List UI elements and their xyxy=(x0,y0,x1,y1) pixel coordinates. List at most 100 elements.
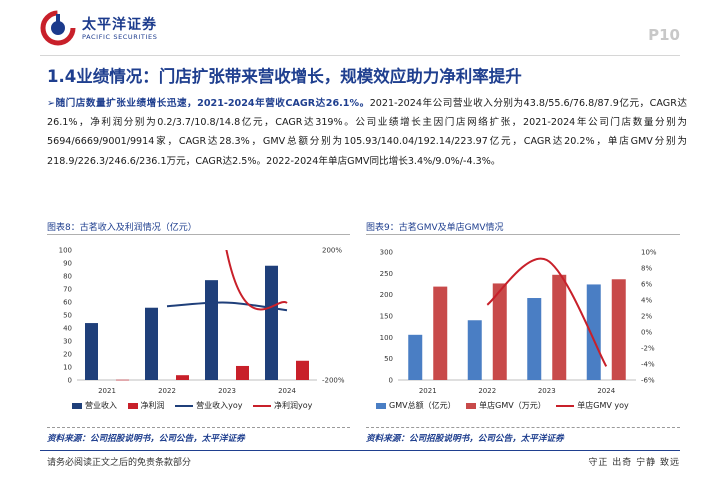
y-tick-label: 50 xyxy=(63,312,72,320)
bar-gmv-total xyxy=(408,334,423,380)
bar-store-gmv xyxy=(611,279,626,380)
legend-store-gmv-yoy: 单店GMV yoy xyxy=(556,400,629,411)
figure-8-title-rule xyxy=(47,234,350,235)
footer-slogan: 守正 出奇 宁静 致远 xyxy=(588,458,680,468)
y-tick-label: 40 xyxy=(63,325,72,333)
legend-gmv-total: GMV总额（亿元） xyxy=(376,400,456,411)
bar-gmv-total xyxy=(467,320,482,380)
page-number: P10 xyxy=(648,26,680,44)
footer-disclaimer: 请务必阅读正文之后的免责条款部分 xyxy=(47,458,192,468)
bar-revenue xyxy=(145,307,158,380)
x-tick-label: 2023 xyxy=(218,387,236,395)
y2-tick-label: 4% xyxy=(641,297,652,305)
x-tick-label: 2022 xyxy=(478,387,496,395)
summary-body: 2021-2024年公司营业收入分别为43.8/55.6/76.8/87.9亿元… xyxy=(47,98,687,167)
y-tick-label: 0 xyxy=(68,377,72,385)
bar-store-gmv xyxy=(492,283,507,380)
y2-tick-label: -2% xyxy=(641,345,655,353)
y-tick-label: 20 xyxy=(63,351,72,359)
bar-store-gmv xyxy=(433,286,448,380)
logo-name-cn: 太平洋证券 xyxy=(82,17,157,33)
bar-net-profit xyxy=(116,379,129,381)
bar-gmv-total xyxy=(527,298,542,380)
x-tick-label: 2022 xyxy=(158,387,176,395)
legend-store-gmv-swatch xyxy=(466,402,477,409)
legend-store-gmv-label: 单店GMV（万元） xyxy=(479,401,546,410)
legend-net-profit: 净利润 xyxy=(127,400,165,411)
summary-lead: 随门店数量扩张业绩增长迅速，2021-2024年营收CAGR达26.1%。 xyxy=(55,98,370,109)
legend-revenue-yoy: 营业收入yoy xyxy=(175,400,242,411)
y-tick-label: 300 xyxy=(380,249,393,257)
company-logo: 太平洋证券 PACIFIC SECURITIES xyxy=(40,10,180,50)
legend-revenue-yoy-label: 营业收入yoy xyxy=(196,401,243,410)
legend-net-profit-yoy: 净利润yoy xyxy=(253,400,312,411)
y-tick-label: 50 xyxy=(384,355,393,363)
bar-net-profit xyxy=(236,365,249,380)
header-divider xyxy=(40,55,680,56)
y2-tick-label: 6% xyxy=(641,281,652,289)
logo-name-en: PACIFIC SECURITIES xyxy=(82,33,158,41)
figure-9-source: 资料来源：公司招股说明书，公司公告，太平洋证券 xyxy=(366,434,564,444)
x-tick-label: 2024 xyxy=(597,387,615,395)
bar-revenue xyxy=(205,280,218,380)
y-tick-label: 80 xyxy=(63,273,72,281)
legend-store-gmv-yoy-label: 单店GMV yoy xyxy=(577,401,629,410)
y2-tick-label: 8% xyxy=(641,265,652,273)
y2-tick-label: 10% xyxy=(641,249,657,257)
figure-9-title: 图表9：古茗GMV及单店GMV情况 xyxy=(366,223,504,233)
y-tick-label: 10 xyxy=(63,364,72,372)
legend-revenue-yoy-swatch xyxy=(175,404,194,407)
x-tick-label: 2023 xyxy=(538,387,556,395)
bar-revenue xyxy=(265,265,278,380)
x-tick-label: 2021 xyxy=(419,387,437,395)
y-tick-label: 200 xyxy=(380,291,393,299)
line-net-profit-yoy xyxy=(225,250,288,311)
section-title: 1.4业绩情况：门店扩张带来营收增长，规模效应助力净利率提升 xyxy=(47,67,522,86)
bullet-arrow-icon: ➢ xyxy=(47,98,56,109)
bar-net-profit xyxy=(296,360,309,380)
y-tick-label: 70 xyxy=(63,286,72,294)
y2-tick-label: -200% xyxy=(322,377,345,385)
legend-store-gmv-yoy-swatch xyxy=(556,404,575,407)
y2-tick-label: -4% xyxy=(641,361,655,369)
logo-mark-icon xyxy=(40,10,76,46)
figure-9-source-rule xyxy=(366,427,680,428)
bar-store-gmv xyxy=(552,274,567,380)
y-tick-label: 100 xyxy=(380,334,393,342)
line-revenue-yoy xyxy=(166,301,288,312)
legend-net-profit-yoy-label: 净利润yoy xyxy=(274,401,313,410)
y2-tick-label: 2% xyxy=(641,313,652,321)
figure-9-chart: 300 250 200 150 100 50 0 10% 8% 6% 4% 2% 0% -2% -4% -6%… xyxy=(380,249,657,396)
summary-paragraph: ➢随门店数量扩张业绩增长迅速，2021-2024年营收CAGR达26.1%。20… xyxy=(47,94,687,171)
line-store-gmv-yoy xyxy=(486,257,608,367)
y-tick-label: 250 xyxy=(380,270,393,278)
y-tick-label: 150 xyxy=(380,313,393,321)
y2-tick-label: -6% xyxy=(641,377,655,385)
legend-revenue-label: 营业收入 xyxy=(85,401,117,410)
legend-net-profit-label: 净利润 xyxy=(140,401,165,410)
figure-9-legend: GMV总额（亿元） 单店GMV（万元） 单店GMV yoy xyxy=(376,400,637,411)
legend-store-gmv: 单店GMV（万元） xyxy=(466,400,546,411)
figure-8-legend: 营业收入 净利润 营业收入yoy 净利润yoy xyxy=(72,400,320,411)
legend-revenue-swatch xyxy=(72,402,82,409)
bar-revenue xyxy=(85,323,98,380)
y-tick-label: 60 xyxy=(63,299,72,307)
y-tick-label: 100 xyxy=(59,247,72,255)
legend-gmv-total-label: GMV总额（亿元） xyxy=(389,401,456,410)
legend-net-profit-yoy-swatch xyxy=(253,404,272,407)
y2-tick-label: 200% xyxy=(322,247,342,255)
figure-8-source: 资料来源：公司招股说明书，公司公告，太平洋证券 xyxy=(47,434,245,444)
bar-gmv-total xyxy=(586,284,601,380)
x-tick-label: 2024 xyxy=(278,387,296,395)
legend-gmv-total-swatch xyxy=(376,402,386,409)
figure-8-source-rule xyxy=(47,427,350,428)
figure-9-title-rule xyxy=(366,234,680,235)
y-tick-label: 30 xyxy=(63,338,72,346)
figure-8-title: 图表8：古茗收入及利润情况（亿元） xyxy=(47,223,197,233)
y-tick-label: 0 xyxy=(389,377,393,385)
legend-net-profit-swatch xyxy=(127,402,138,409)
y2-tick-label: 0% xyxy=(641,329,652,337)
y-tick-label: 90 xyxy=(63,260,72,268)
x-tick-label: 2021 xyxy=(98,387,116,395)
